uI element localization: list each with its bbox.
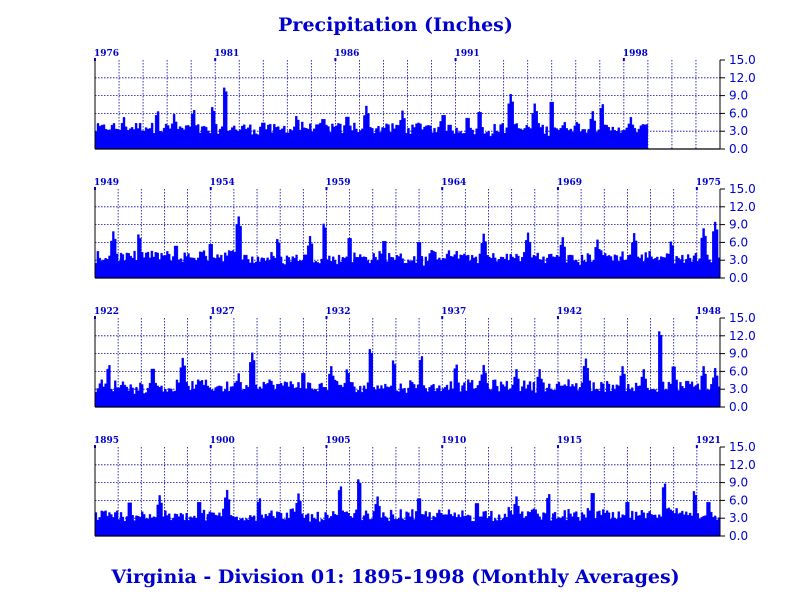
year-marker — [454, 58, 457, 61]
year-label: 1932 — [325, 307, 350, 317]
year-label: 1991 — [455, 49, 480, 59]
year-label: 1948 — [696, 307, 721, 317]
year-label: 1922 — [94, 307, 119, 317]
y-tick-label: 6.0 — [729, 493, 748, 507]
year-marker — [325, 445, 328, 448]
year-label: 1959 — [325, 178, 350, 188]
year-label: 1900 — [210, 436, 235, 446]
y-tick-label: 6.0 — [729, 106, 748, 120]
year-label: 1981 — [214, 49, 239, 59]
year-marker — [556, 445, 559, 448]
year-label: 1998 — [623, 49, 648, 59]
y-tick-label: 12.0 — [729, 458, 756, 472]
year-marker — [94, 316, 96, 319]
y-tick-label: 0.0 — [729, 400, 748, 414]
y-tick-label: 15.0 — [729, 440, 756, 454]
y-tick-label: 0.0 — [729, 529, 748, 543]
y-tick-label: 9.0 — [729, 89, 748, 103]
year-marker — [325, 316, 328, 319]
precipitation-area-1895-1921 — [94, 479, 721, 537]
year-marker — [94, 445, 96, 448]
y-tick-label: 15.0 — [729, 182, 756, 196]
year-marker — [334, 58, 337, 61]
year-label: 1895 — [94, 436, 119, 446]
y-tick-label: 9.0 — [729, 347, 748, 361]
precipitation-area-1976-2002 — [94, 87, 649, 150]
y-tick-label: 0.0 — [729, 271, 748, 285]
page-title: Precipitation (Inches) — [278, 14, 513, 36]
page-footer: Virginia - Division 01: 1895-1998 (Month… — [111, 566, 680, 588]
y-tick-label: 15.0 — [729, 53, 756, 67]
panel-1949-1975: 1949 1954 1959 1964 1969 1975 0.0 3.0 6.0 9.0 12.0… — [94, 178, 756, 285]
year-marker — [441, 187, 444, 190]
y-tick-label: 0.0 — [729, 142, 748, 156]
year-marker — [695, 316, 698, 319]
y-tick-label: 12.0 — [729, 329, 756, 343]
y-tick-label: 9.0 — [729, 476, 748, 490]
year-marker — [556, 187, 559, 190]
year-marker — [209, 187, 212, 190]
y-tick-label: 3.0 — [729, 124, 748, 138]
year-marker — [695, 187, 698, 190]
year-label: 1954 — [210, 178, 235, 188]
year-marker — [209, 445, 212, 448]
year-marker — [441, 445, 444, 448]
year-marker — [441, 316, 444, 319]
year-label: 1942 — [557, 307, 582, 317]
y-tick-label: 12.0 — [729, 71, 756, 85]
year-label: 1975 — [696, 178, 721, 188]
year-marker — [325, 187, 328, 190]
year-marker — [622, 58, 625, 61]
y-tick-label: 9.0 — [729, 218, 748, 232]
y-tick-label: 3.0 — [729, 253, 748, 267]
precipitation-area-1949-1975 — [94, 216, 721, 279]
year-label: 1986 — [334, 49, 359, 59]
panel-1922-1948: 1922 1927 1932 1937 1942 1948 0.0 3.0 6.0 9.0 12.0… — [94, 307, 756, 414]
year-label: 1949 — [94, 178, 119, 188]
y-tick-label: 6.0 — [729, 235, 748, 249]
year-label: 1976 — [94, 49, 119, 59]
year-label: 1969 — [557, 178, 582, 188]
year-label: 1964 — [441, 178, 466, 188]
panel-1895-1921: 1895 1900 1905 1910 1915 1921 0.0 3.0 6.0 9.0 12.0… — [94, 436, 756, 543]
year-label: 1905 — [325, 436, 350, 446]
year-label: 1921 — [696, 436, 721, 446]
y-tick-label: 12.0 — [729, 200, 756, 214]
year-label: 1910 — [441, 436, 466, 446]
year-marker — [556, 316, 559, 319]
y-tick-label: 3.0 — [729, 511, 748, 525]
year-label: 1927 — [210, 307, 235, 317]
year-marker — [695, 445, 698, 448]
year-marker — [94, 58, 96, 61]
year-label: 1915 — [557, 436, 582, 446]
y-tick-label: 3.0 — [729, 382, 748, 396]
panel-1976-2002: 1976 1981 1986 1991 1998 0.0 3.0 6.0 9.0 12.0 15.0 — [94, 49, 756, 156]
year-marker — [209, 316, 212, 319]
year-marker — [214, 58, 217, 61]
precipitation-area-1922-1948 — [94, 331, 721, 408]
y-tick-label: 15.0 — [729, 311, 756, 325]
year-label: 1937 — [441, 307, 466, 317]
year-marker — [94, 187, 96, 190]
y-tick-label: 6.0 — [729, 364, 748, 378]
